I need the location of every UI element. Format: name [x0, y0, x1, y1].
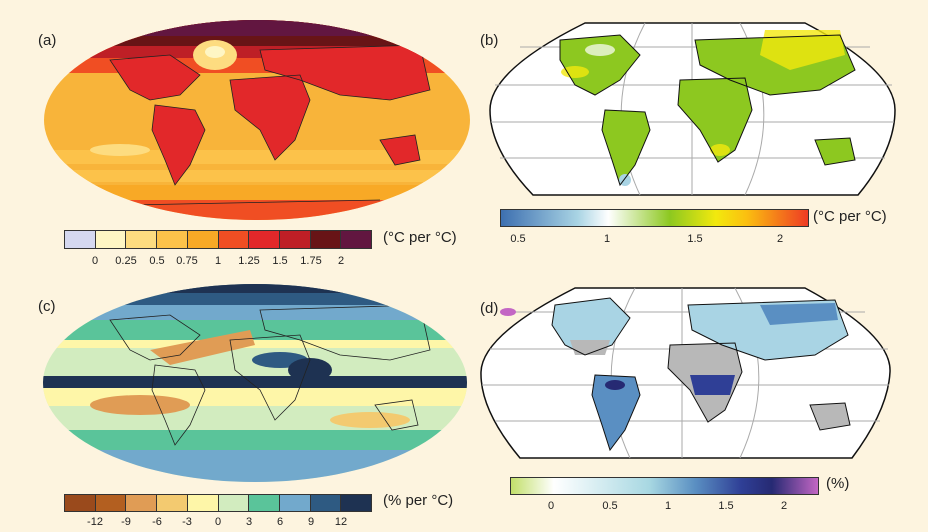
colorbar-tick: 1.75 [300, 255, 322, 267]
panel-a-colorbar [64, 230, 372, 249]
colorbar-tick: 2 [780, 500, 788, 512]
colorbar-tick: 6 [276, 516, 284, 528]
colorbar-tick: 0.75 [176, 255, 198, 267]
panel-c-label: (c) [38, 298, 56, 315]
colorbar-tick: -9 [121, 516, 131, 528]
colorbar-tick: 3 [245, 516, 253, 528]
panel-a-unit-label: (°C per °C) [383, 229, 457, 246]
colorbar-tick: 1 [214, 255, 222, 267]
colorbar-segment [341, 495, 372, 511]
colorbar-segment [279, 231, 311, 248]
colorbar-tick: 1.25 [238, 255, 260, 267]
colorbar-segment [126, 495, 158, 511]
colorbar-segment [157, 231, 188, 248]
panel-d-colorbar [510, 477, 819, 495]
colorbar-segment [65, 495, 96, 511]
colorbar-tick: 2 [776, 233, 784, 245]
colorbar-tick: -6 [152, 516, 162, 528]
colorbar-tick: 2 [337, 255, 345, 267]
panel-b-label: (b) [480, 32, 499, 49]
panel-d-label: (d) [480, 300, 499, 317]
colorbar-segment [279, 495, 311, 511]
colorbar-segment [249, 495, 280, 511]
colorbar-tick: -12 [87, 516, 103, 528]
colorbar-tick: 0 [214, 516, 222, 528]
colorbar-segment [126, 231, 158, 248]
colorbar-segment [310, 495, 342, 511]
colorbar-segment [249, 231, 280, 248]
colorbar-tick: 12 [334, 516, 348, 528]
colorbar-tick: 0.5 [510, 233, 526, 245]
panel-b-unit-label: (°C per °C) [813, 208, 887, 225]
colorbar-segment [187, 231, 219, 248]
colorbar-segment [65, 231, 96, 248]
colorbar-segment [157, 495, 188, 511]
colorbar-tick: 1 [603, 233, 611, 245]
colorbar-tick: 1.5 [687, 233, 703, 245]
colorbar-segment [95, 231, 127, 248]
colorbar-tick: 1.5 [272, 255, 288, 267]
colorbar-segment [218, 231, 250, 248]
colorbar-tick: -3 [182, 516, 192, 528]
colorbar-tick: 0.5 [602, 500, 618, 512]
colorbar-tick: 0.5 [149, 255, 165, 267]
colorbar-segment [310, 231, 342, 248]
colorbar-tick: 0 [91, 255, 99, 267]
colorbar-tick: 0.25 [115, 255, 137, 267]
colorbar-segment [218, 495, 250, 511]
panel-c-colorbar [64, 494, 372, 512]
panel-b-colorbar [500, 209, 809, 227]
panel-d-unit-label: (%) [826, 475, 850, 492]
colorbar-segment [341, 231, 372, 248]
colorbar-tick: 0 [547, 500, 555, 512]
colorbar-tick: 1.5 [718, 500, 734, 512]
panel-c-unit-label: (% per °C) [383, 492, 454, 509]
colorbar-segment [95, 495, 127, 511]
panel-a-label: (a) [38, 32, 57, 49]
colorbar-segment [187, 495, 219, 511]
colorbar-tick: 1 [664, 500, 672, 512]
colorbar-tick: 9 [307, 516, 315, 528]
